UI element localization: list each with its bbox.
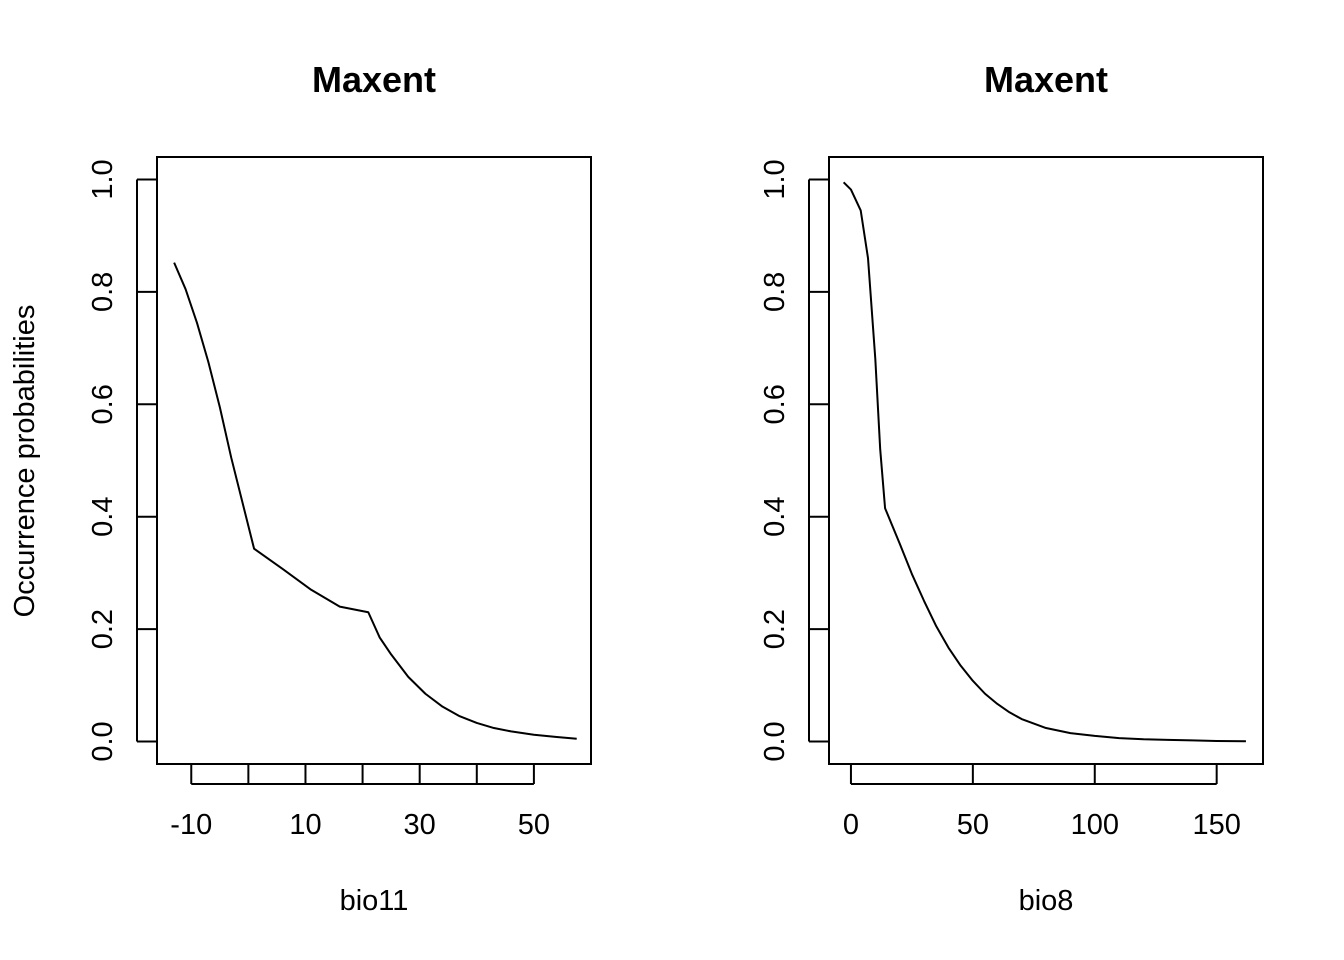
x-axis: -10 10 30 50 [170, 764, 550, 841]
y-tick-label: 0.6 [759, 384, 791, 424]
y-axis: 0.0 0.2 0.4 0.6 0.8 1.0 [87, 159, 157, 762]
panel-bio8: Maxent 0 50 100 150 0.0 0.2 0.4 0.6 0.8 1.0 bio8 [759, 59, 1264, 917]
y-tick-label: 1.0 [87, 159, 119, 199]
y-tick-label: 0.4 [87, 497, 119, 537]
chart-title: Maxent [984, 59, 1108, 100]
plot-frame [828, 156, 1264, 765]
x-axis-label: bio11 [340, 885, 409, 917]
x-tick-label: 150 [1192, 809, 1240, 841]
y-axis-label: Occurrence probabilities [9, 305, 41, 618]
chart-title: Maxent [312, 59, 436, 100]
y-axis: 0.0 0.2 0.4 0.6 0.8 1.0 [759, 159, 829, 762]
y-tick-label: 0.8 [759, 272, 791, 312]
y-tick-label: 0.2 [759, 609, 791, 649]
response-curve [173, 262, 577, 740]
x-tick-label: 50 [957, 809, 989, 841]
y-tick-label: 0.4 [759, 497, 791, 537]
y-tick-label: 0.0 [759, 721, 791, 761]
response-curve [842, 181, 1246, 743]
x-tick-label: 0 [843, 809, 859, 841]
x-axis: 0 50 100 150 [843, 764, 1241, 841]
x-tick-label: 30 [404, 809, 436, 841]
x-tick-label: 100 [1071, 809, 1119, 841]
y-tick-label: 0.0 [87, 721, 119, 761]
y-tick-label: 0.2 [87, 609, 119, 649]
y-tick-label: 0.8 [87, 272, 119, 312]
x-tick-label: 10 [289, 809, 321, 841]
x-tick-label: 50 [518, 809, 550, 841]
panel-bio11: Maxent -10 10 30 50 0.0 0.2 0.4 0.6 0.8 1.0 bio1… [9, 59, 592, 917]
x-tick-label: -10 [170, 809, 212, 841]
y-tick-label: 0.6 [87, 384, 119, 424]
y-tick-label: 1.0 [759, 159, 791, 199]
x-axis-label: bio8 [1019, 885, 1074, 917]
plot-frame [156, 156, 592, 765]
